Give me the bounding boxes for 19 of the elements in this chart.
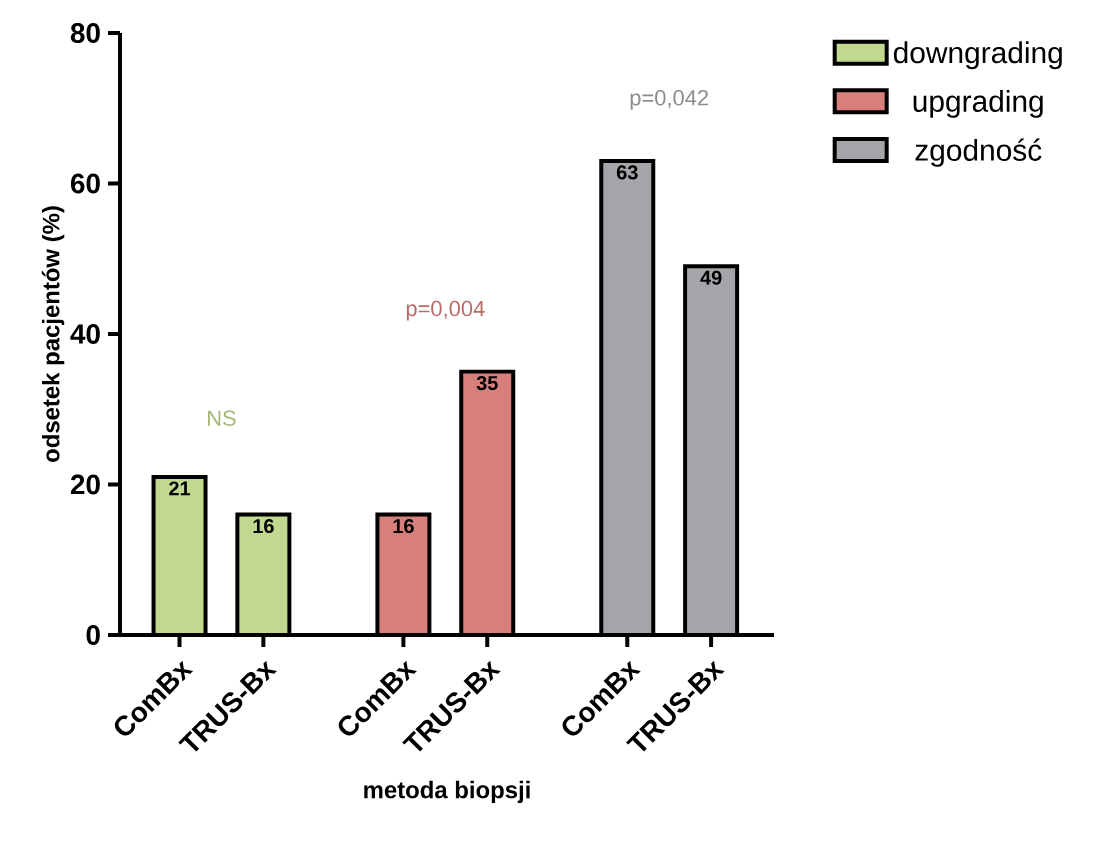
data-label: 21 (169, 481, 191, 496)
data-label: 16 (253, 519, 274, 534)
y-tick-label: 20 (70, 474, 100, 495)
legend-label: downgrading (893, 41, 1062, 70)
x-axis-title: metoda biopsji (364, 780, 530, 804)
data-label: 16 (393, 519, 414, 534)
data-label: 49 (700, 270, 722, 285)
annotation: NS (208, 410, 236, 426)
annotation: p=0,042 (630, 90, 708, 110)
y-tick-label: 0 (86, 625, 100, 645)
legend-label: zgodność (915, 138, 1042, 167)
y-tick-label: 80 (70, 23, 100, 43)
data-label: 63 (616, 165, 638, 180)
y-tick-label: 40 (70, 324, 100, 344)
y-tick-label: 60 (70, 173, 100, 194)
annotation: p=0,004 (406, 300, 485, 321)
y-axis-title: odsetek pacjentów (%) (41, 206, 65, 462)
legend-label: upgrading (913, 89, 1043, 118)
data-label: 35 (476, 376, 498, 391)
